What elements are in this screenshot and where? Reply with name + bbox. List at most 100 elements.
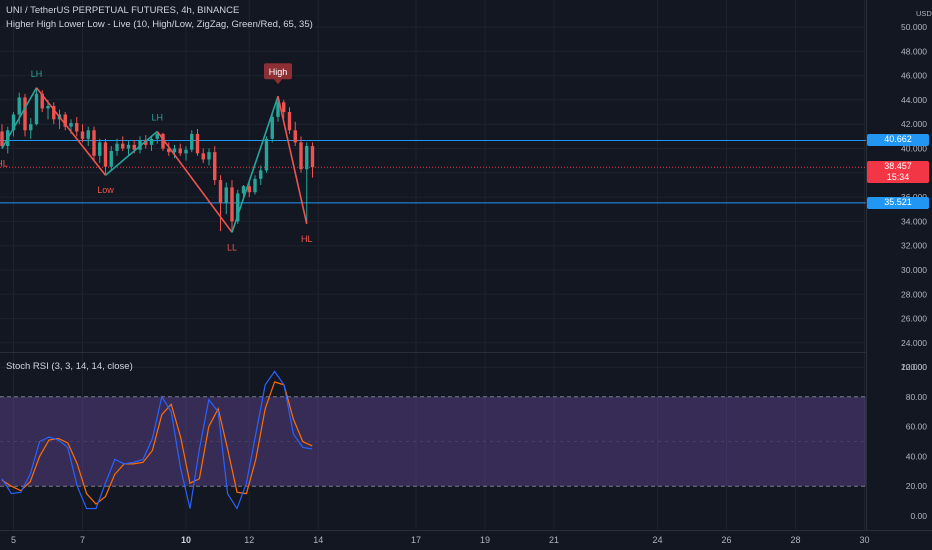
price-tick-label: 46.000: [901, 71, 927, 81]
time-tick-label: 5: [11, 535, 16, 545]
candle-body: [126, 144, 131, 149]
candle-body: [86, 130, 90, 139]
candle-body: [40, 93, 44, 109]
price-axis-ticks: 50.00048.00046.00044.00042.00040.00038.0…: [901, 22, 927, 372]
candle-body: [155, 133, 159, 139]
high-badge: [264, 63, 292, 80]
candle-body: [80, 131, 85, 139]
candle-body: [132, 144, 136, 150]
time-axis-ticks[interactable]: 5 7 10 12 14 17 19 21 24 26 28 30: [11, 535, 870, 545]
price-tick-label: 42.000: [901, 119, 927, 129]
time-tick-label: 12: [244, 535, 254, 545]
candle-body: [34, 93, 39, 125]
zigzag-label: LH: [31, 69, 43, 79]
symbol-title[interactable]: UNI / TetherUS PERPETUAL FUTURES, 4h, BI…: [6, 5, 240, 16]
price-tick-label: 26.000: [901, 314, 927, 324]
candle-body: [98, 142, 102, 156]
time-tick-label: 21: [549, 535, 559, 545]
time-tick-label: 14: [313, 535, 323, 545]
candle-body: [121, 143, 125, 149]
candle-body: [259, 170, 263, 179]
candle-body: [167, 148, 171, 153]
candle-body: [0, 131, 4, 147]
zigzag-segment: [277, 96, 308, 225]
price-tag-value: 40.662: [884, 134, 912, 145]
price-tick-label: 28.000: [901, 289, 927, 299]
zigzag-lines: [1, 87, 308, 233]
candle-body: [144, 139, 148, 145]
price-unit-label: USDT: [916, 9, 932, 18]
candles: [0, 87, 315, 233]
candle-body: [213, 152, 217, 181]
candle-body: [23, 97, 27, 131]
time-tick-label: 19: [480, 535, 490, 545]
indicator-title[interactable]: Higher High Lower Low - Live (10, High/L…: [6, 19, 313, 30]
rsi-axis-ticks: 100.00 80.00 60.00 40.00 20.00 0.00: [901, 362, 927, 521]
price-tick-label: 44.000: [901, 95, 927, 105]
price-axis[interactable]: [866, 0, 932, 530]
zigzag-label: Low: [97, 185, 114, 195]
candle-body: [161, 133, 165, 149]
candle-body: [207, 152, 211, 160]
candle-body: [218, 180, 223, 204]
stoch-rsi-pane: [0, 370, 866, 510]
time-tick-label: 28: [790, 535, 800, 545]
candle-body: [109, 150, 113, 167]
rsi-tick-label: 40.00: [906, 451, 928, 461]
price-tag-value: 38.457: [884, 161, 912, 172]
candle-body: [11, 114, 16, 131]
price-tick-label: 24.000: [901, 338, 927, 348]
candle-body: [115, 143, 119, 151]
price-tick-label: 30.000: [901, 265, 927, 275]
candle-body: [52, 105, 56, 120]
high-badge-pointer: [274, 79, 282, 85]
rsi-tick-label: 100.00: [901, 362, 927, 372]
price-tag: 38.457 15:34: [867, 161, 929, 184]
candle-body: [29, 124, 33, 131]
horizontal-levels[interactable]: [0, 139, 866, 204]
candle-body: [230, 187, 234, 222]
rsi-tick-label: 20.00: [906, 481, 928, 491]
price-tick-label: 34.000: [901, 216, 927, 226]
price-tick-label: 32.000: [901, 241, 927, 251]
stoch-rsi-title[interactable]: Stoch RSI (3, 3, 14, 14, close): [6, 361, 133, 372]
candle-body: [253, 178, 257, 193]
time-tick-label: 24: [652, 535, 662, 545]
candle-body: [178, 148, 182, 154]
price-tick-label: 40.000: [901, 144, 927, 154]
candle-body: [310, 146, 315, 168]
rsi-tick-label: 0.00: [910, 511, 927, 521]
candle-body: [236, 193, 240, 222]
candle-body: [270, 116, 274, 139]
candle-body: [149, 138, 154, 145]
candle-body: [69, 122, 73, 127]
candle-body: [305, 146, 309, 170]
candle-body: [276, 102, 280, 117]
price-tag: 40.662: [867, 134, 929, 147]
candle-body: [299, 142, 303, 170]
candle-body: [287, 112, 292, 131]
zigzag-label: HL: [0, 159, 8, 169]
candle-body: [103, 142, 108, 167]
zigzag-segment: [104, 130, 158, 176]
candle-body: [46, 105, 50, 109]
candle-body: [17, 97, 21, 115]
stoch-d-line: [1, 381, 313, 505]
candle-body: [92, 130, 96, 156]
zigzag-segment: [1, 87, 38, 149]
candle-body: [63, 114, 67, 127]
candle-body: [264, 138, 269, 171]
zigzag-segment: [231, 95, 279, 233]
candle-body: [184, 149, 188, 154]
candle-body: [224, 187, 228, 204]
zigzag-label: HL: [301, 234, 313, 244]
candle-body: [190, 133, 194, 150]
time-tick-label: 10: [181, 535, 191, 545]
stoch-k-line: [1, 370, 313, 510]
zigzag-label: High: [269, 67, 288, 77]
candle-body: [293, 130, 297, 143]
zigzag-segment: [35, 87, 107, 176]
candle-body: [241, 186, 246, 194]
time-tick-label: 17: [411, 535, 421, 545]
